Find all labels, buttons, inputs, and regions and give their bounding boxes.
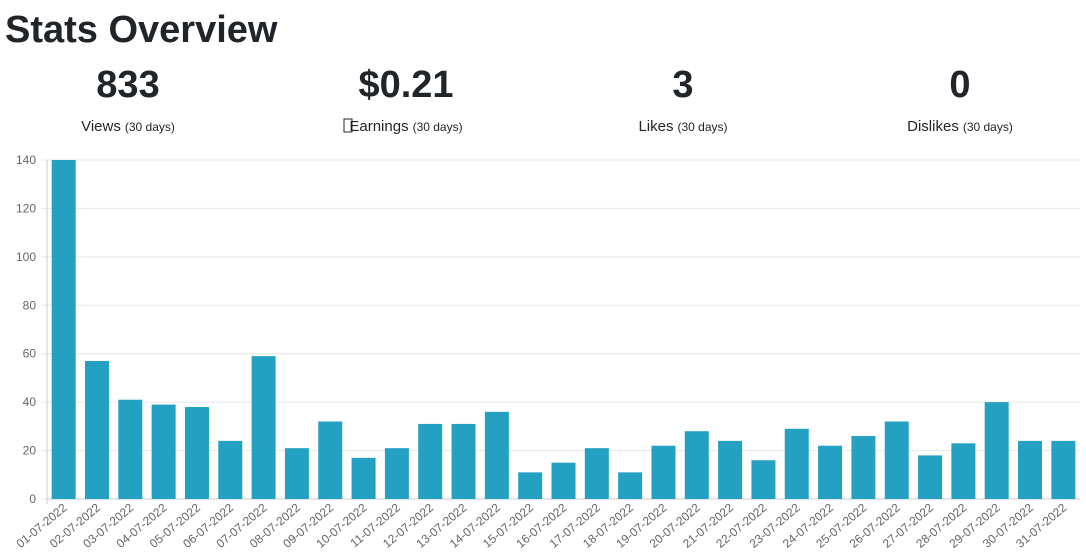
stat-period: (30 days) (678, 120, 728, 134)
bar (1051, 440, 1076, 499)
bar (118, 399, 143, 499)
y-tick-label: 20 (23, 444, 37, 458)
stat-name: Likes (638, 118, 673, 135)
y-tick-label: 120 (16, 201, 36, 215)
y-tick-label: 40 (23, 395, 37, 409)
bar (151, 404, 176, 499)
stat-label: Dislikes (30 days) (907, 118, 1013, 135)
icon (343, 118, 353, 133)
bar (84, 360, 109, 499)
stat-label: Earnings (30 days) (349, 118, 462, 135)
bar (818, 445, 843, 499)
bar (918, 455, 943, 499)
stat-name: Views (81, 118, 121, 135)
stat-period: (30 days) (125, 120, 175, 134)
bar (884, 421, 909, 499)
stat-label: Views (30 days) (81, 118, 175, 135)
bar (384, 448, 409, 499)
stat-name: Dislikes (907, 118, 959, 135)
bar (184, 406, 209, 499)
bar (518, 472, 543, 499)
bar (418, 423, 443, 499)
stat-period: (30 days) (963, 120, 1013, 134)
bar (484, 411, 509, 499)
page-title: Stats Overview (5, 9, 278, 51)
bar (984, 402, 1009, 499)
bar (951, 443, 976, 499)
bar (318, 421, 343, 499)
bar (351, 457, 376, 499)
bar (684, 431, 709, 499)
stat-name: Earnings (349, 118, 408, 135)
bar (451, 423, 476, 499)
stat-value: 833 (96, 64, 159, 106)
bar (851, 436, 876, 499)
y-tick-label: 60 (23, 347, 37, 361)
bar (251, 356, 276, 499)
stat-period: (30 days) (413, 120, 463, 134)
bar (618, 472, 643, 499)
bar (284, 448, 309, 499)
bar (784, 428, 809, 499)
bar (584, 448, 609, 499)
bar (751, 460, 776, 499)
bar (551, 462, 576, 499)
bar (218, 440, 243, 499)
y-tick-label: 100 (16, 250, 36, 264)
bar (51, 160, 76, 499)
stat-value: $0.21 (358, 64, 453, 106)
y-tick-label: 140 (16, 153, 36, 167)
bar (1018, 440, 1043, 499)
bar (718, 440, 743, 499)
stat-value: 3 (672, 64, 693, 106)
stat-value: 0 (949, 64, 970, 106)
stat-label: Likes (30 days) (638, 118, 727, 135)
y-tick-label: 0 (29, 492, 36, 506)
bar (651, 445, 676, 499)
y-tick-label: 80 (23, 298, 37, 312)
